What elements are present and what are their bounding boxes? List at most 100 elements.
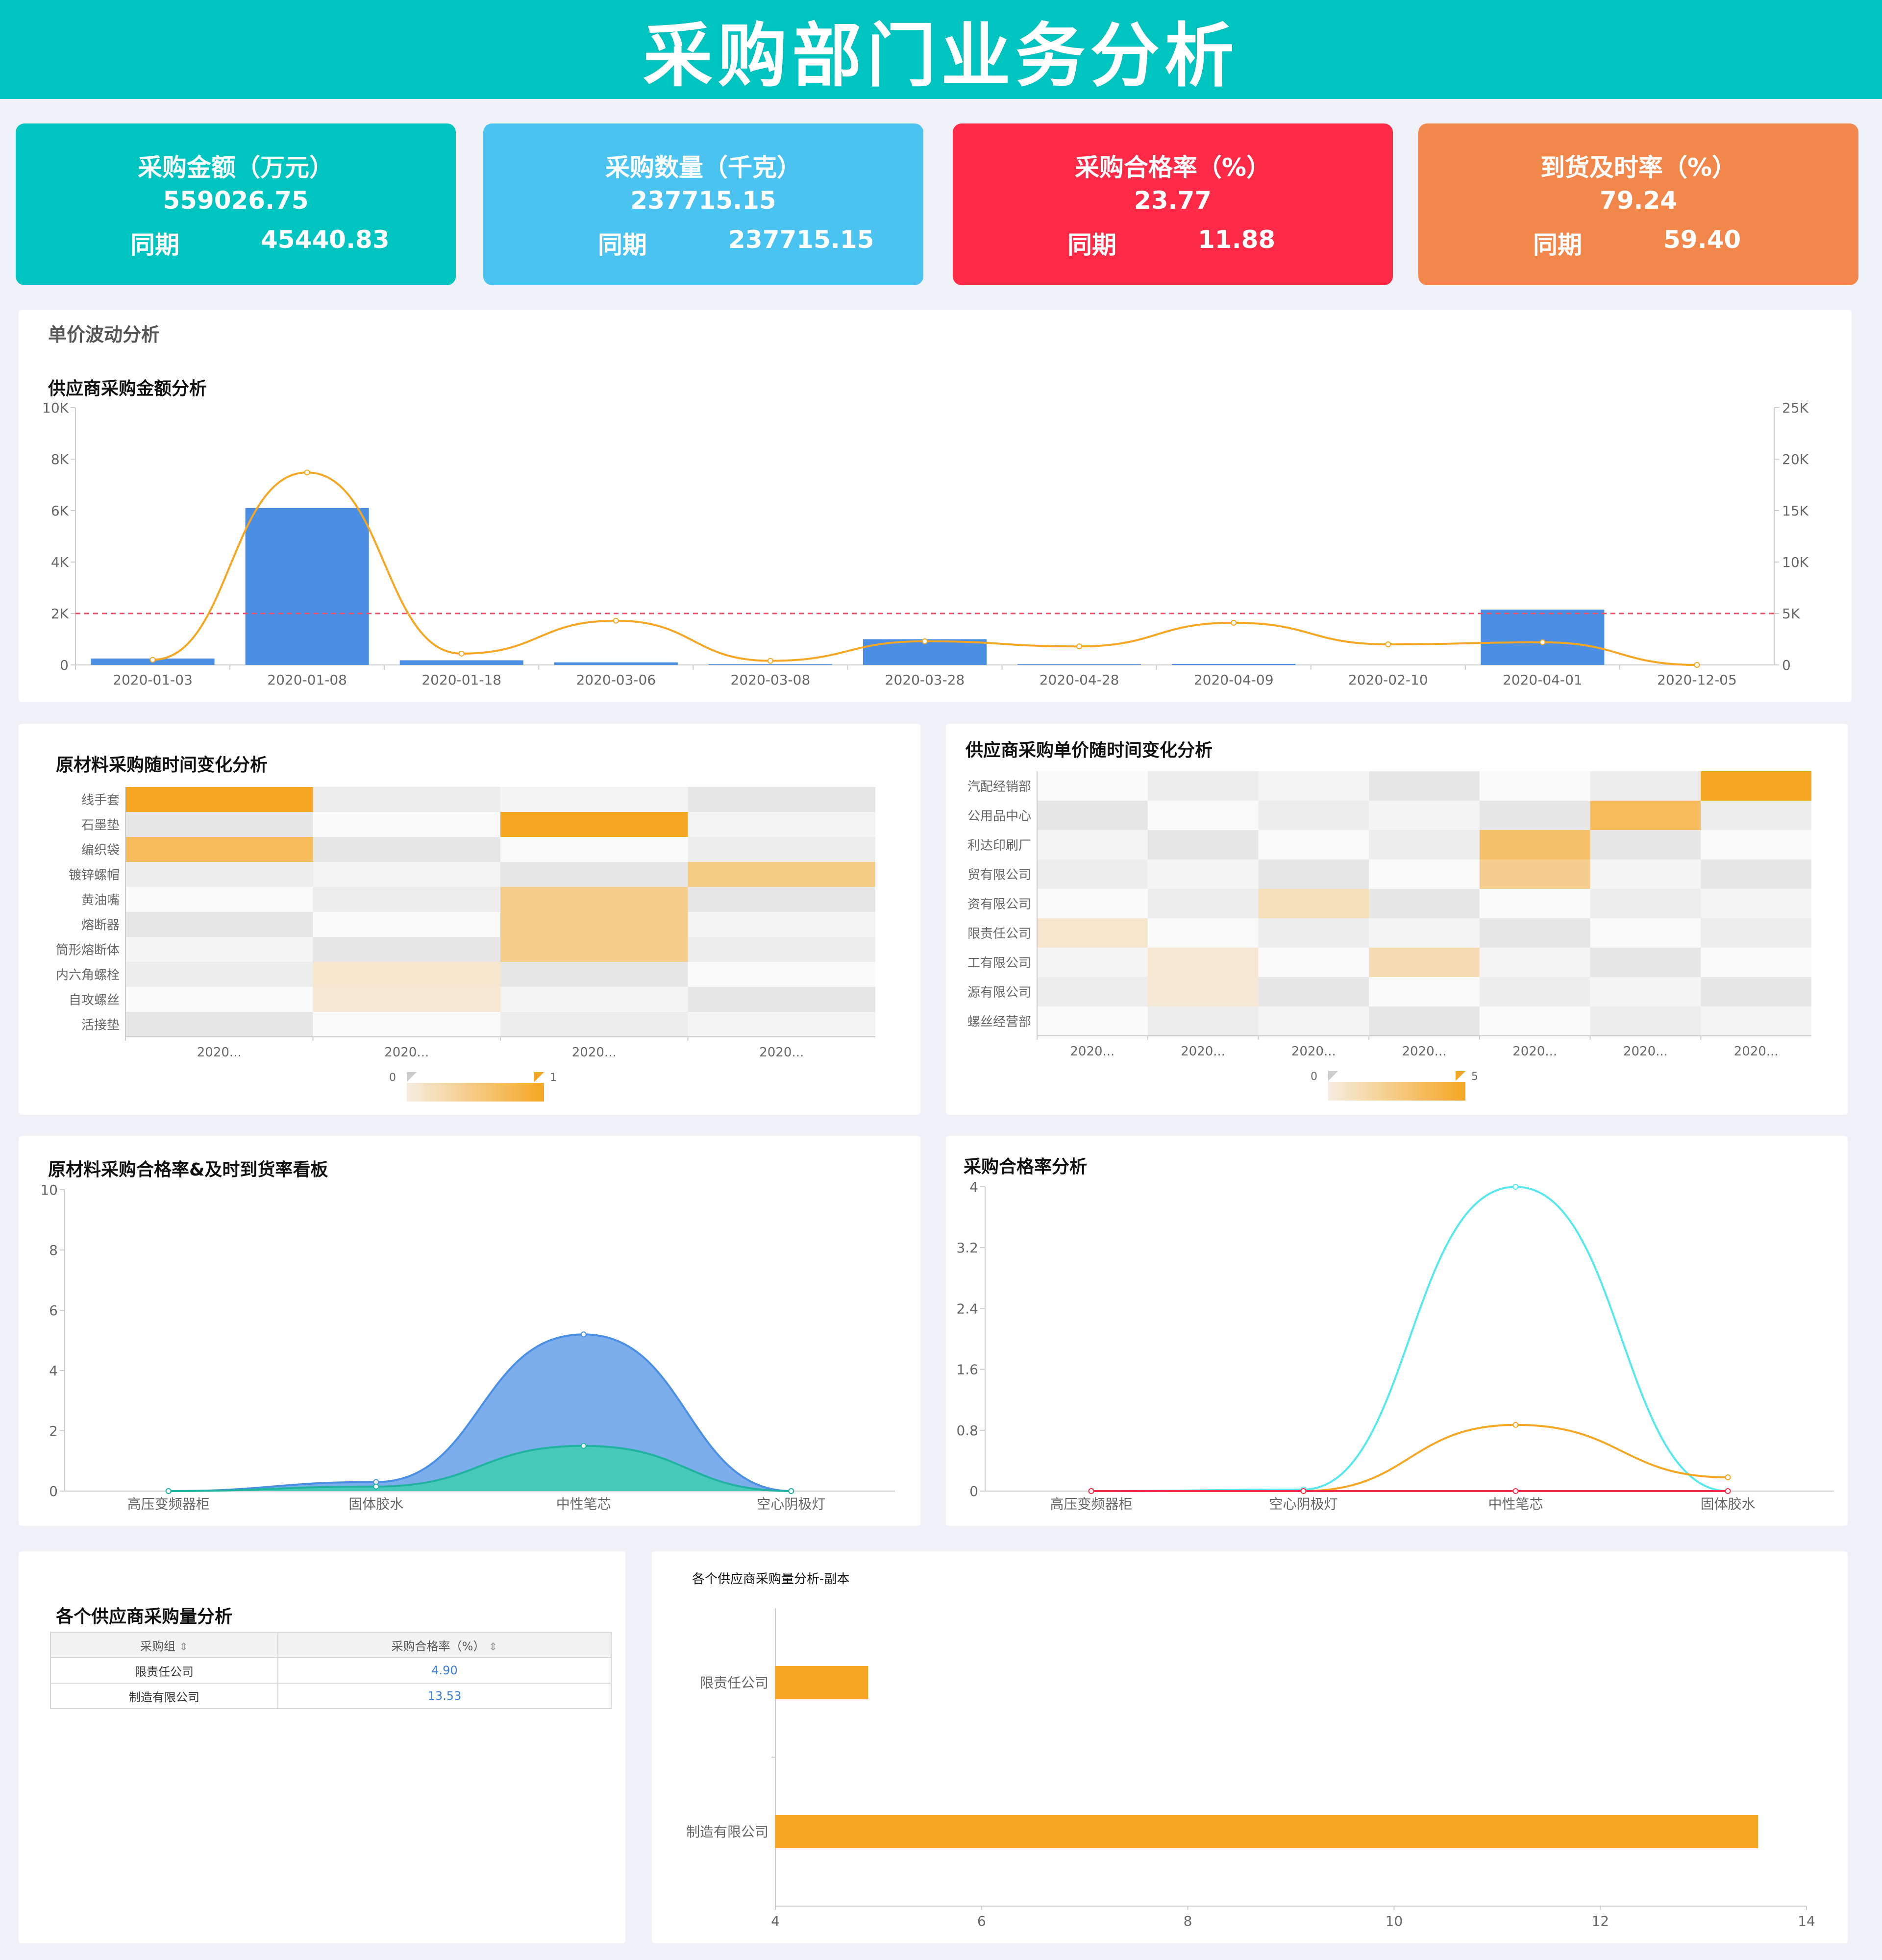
line-point	[1512, 1184, 1519, 1190]
series-line	[1091, 1185, 1728, 1492]
kpi-title: 到货及时率（%）	[1540, 153, 1737, 182]
kpi-comparison-label: 同期	[1533, 231, 1582, 259]
line-point	[1512, 1421, 1519, 1428]
panel-supplier-bars	[652, 1551, 1848, 1943]
row-label: 公用品中心	[967, 809, 1031, 824]
heatmap-cell	[313, 862, 500, 887]
heatmap-cell	[500, 1012, 688, 1037]
area-line	[168, 1445, 792, 1492]
heatmap-cell	[1479, 1006, 1590, 1036]
column-header-label: 采购组	[140, 1639, 175, 1653]
heatmap-cell	[1258, 830, 1369, 859]
heatmap-cell	[1590, 948, 1701, 977]
heatmap-cell	[125, 912, 313, 937]
line-point	[613, 617, 619, 624]
heatmap-cell	[1037, 830, 1148, 859]
row-label: 编织袋	[81, 843, 120, 858]
heatmap-cell	[1701, 918, 1811, 948]
x-tick-label: 12	[1591, 1913, 1609, 1929]
y2-tick-label: 20K	[1782, 451, 1809, 467]
heatmap-supplier: 汽配经销部公用品中心利达印刷厂贸有限公司资有限公司限责任公司工有限公司源有限公司…	[967, 771, 1811, 1101]
y-tick-label: 8K	[51, 451, 69, 467]
panel-supplier-table	[19, 1551, 625, 1943]
heatmap-cell	[125, 962, 313, 987]
col-label: 2020...	[1734, 1044, 1779, 1059]
area-point	[788, 1488, 794, 1494]
heatmap-cell	[1701, 1006, 1811, 1036]
heatmap-cell	[125, 987, 313, 1012]
chart-title-supplier-heatmap: 供应商采购单价随时间变化分析	[966, 740, 1213, 760]
kpi-card-purchase-quantity[interactable]: 采购数量（千克） 237715.15 同期 237715.15	[483, 123, 923, 285]
column-header[interactable]: 采购合格率（%） ⇕	[277, 1632, 612, 1658]
sort-icon[interactable]: ⇕	[179, 1641, 189, 1653]
heatmap-cell	[1369, 859, 1480, 889]
kpi-card-ontime-rate[interactable]: 到货及时率（%） 79.24 同期 59.40	[1418, 123, 1858, 285]
line-point	[1725, 1474, 1731, 1481]
line-point	[1512, 1488, 1519, 1494]
heatmap-cell	[1590, 1006, 1701, 1036]
heatmap-cell	[1147, 977, 1259, 1006]
table-cell[interactable]: 4.90	[277, 1657, 612, 1684]
row-label: 限责任公司	[967, 927, 1031, 941]
y-tick-label: 0	[49, 1483, 58, 1499]
heatmap-cell	[313, 962, 500, 987]
kpi-card-pass-rate[interactable]: 采购合格率（%） 23.77 同期 11.88	[953, 123, 1393, 285]
heatmap-cell	[500, 837, 688, 862]
col-label: 2020...	[197, 1045, 242, 1060]
legend-gradient	[1328, 1082, 1465, 1101]
row-label: 内六角螺栓	[56, 968, 120, 983]
y-tick-label: 4	[49, 1363, 58, 1379]
area-chart: 0 2 4 6 8 10 高压变频器柜 固体胶水 中性笔芯 空心阴极灯	[40, 1182, 895, 1512]
col-label: 2020...	[1623, 1044, 1668, 1059]
kpi-card-purchase-amount[interactable]: 采购金额（万元） 559026.75 同期 45440.83	[16, 123, 456, 285]
x-tick-label: 10	[1386, 1913, 1403, 1929]
heatmap-cell	[1147, 918, 1259, 948]
area-point	[580, 1443, 587, 1449]
y2-tick-label: 0	[1782, 657, 1791, 673]
y-tick-label: 0.8	[956, 1422, 978, 1439]
heatmap-cell	[1479, 801, 1590, 830]
table-row[interactable]: 限责任公司 4.90	[50, 1657, 612, 1684]
x-tick-label: 高压变频器柜	[127, 1496, 210, 1512]
line-point	[922, 638, 928, 644]
x-tick-label: 固体胶水	[348, 1496, 403, 1512]
column-header[interactable]: 采购组 ⇕	[50, 1632, 278, 1658]
bar	[245, 508, 369, 665]
table-row[interactable]: 制造有限公司 13.53	[50, 1683, 612, 1709]
line-point	[1088, 1488, 1094, 1494]
bar	[1017, 664, 1141, 665]
heatmap-cell	[313, 912, 500, 937]
heatmap-cell	[1590, 977, 1701, 1006]
heatmap-cell	[1037, 948, 1148, 977]
heatmap-cell	[1258, 771, 1369, 801]
sort-icon[interactable]: ⇕	[489, 1641, 498, 1653]
heatmap-cell	[688, 787, 875, 812]
supplier-table: 采购组 ⇕ 采购合格率（%） ⇕ 限责任公司 4.90 制造有限公司 13.53	[50, 1632, 612, 1709]
bar	[1172, 663, 1296, 665]
heatmap-cell	[1369, 889, 1480, 918]
col-label: 2020...	[759, 1045, 804, 1060]
kpi-comparison-value: 45440.83	[261, 225, 390, 254]
heatmap-cell	[1701, 889, 1811, 918]
y-tick-label: 1.6	[956, 1362, 978, 1378]
line-point	[1300, 1488, 1307, 1494]
table-header-row: 采购组 ⇕ 采购合格率（%） ⇕	[50, 1632, 612, 1658]
heatmap-cell	[500, 787, 688, 812]
line-point	[304, 469, 310, 476]
heatmap-cell	[1479, 948, 1590, 977]
heatmap-cell	[1369, 1006, 1480, 1036]
heatmap-cell	[1258, 889, 1369, 918]
heatmap-cell	[313, 837, 500, 862]
heatmap-cell	[1258, 859, 1369, 889]
heatmap-cell	[1590, 801, 1701, 830]
y-tick-label: 6K	[51, 503, 69, 519]
x-tick-label: 2020-01-03	[113, 672, 193, 688]
line-point	[1725, 1488, 1731, 1494]
heatmap-cell	[1037, 859, 1148, 889]
x-tick-label: 2020-12-05	[1657, 672, 1737, 688]
kpi-comparison-value: 237715.15	[728, 225, 874, 254]
heatmap-cell	[1479, 918, 1590, 948]
table-cell[interactable]: 13.53	[277, 1683, 612, 1709]
heatmap-cell	[125, 1012, 313, 1037]
heatmap-cell	[688, 1012, 875, 1037]
